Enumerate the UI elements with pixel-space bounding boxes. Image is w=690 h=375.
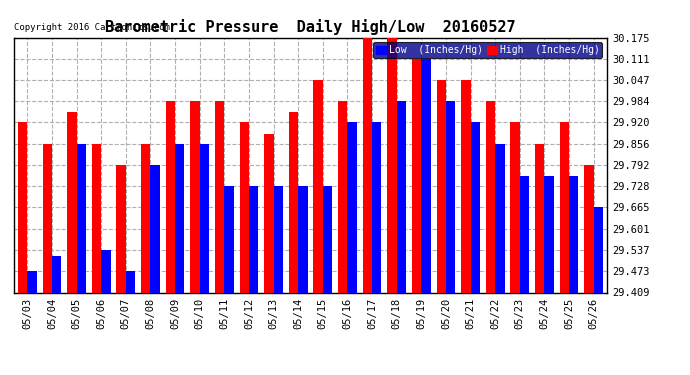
Bar <box>535 144 544 292</box>
Bar <box>67 112 77 292</box>
Bar <box>215 101 224 292</box>
Bar <box>520 176 529 292</box>
Legend: Low  (Inches/Hg), High  (Inches/Hg): Low (Inches/Hg), High (Inches/Hg) <box>373 42 602 58</box>
Title: Barometric Pressure  Daily High/Low  20160527: Barometric Pressure Daily High/Low 20160… <box>105 19 516 35</box>
Bar <box>264 134 273 292</box>
Bar <box>397 101 406 292</box>
Bar <box>348 122 357 292</box>
Bar <box>18 122 28 292</box>
Bar <box>175 144 184 292</box>
Bar <box>52 255 61 292</box>
Bar <box>363 38 372 292</box>
Bar <box>126 271 135 292</box>
Bar <box>387 38 397 292</box>
Bar <box>495 144 504 292</box>
Bar <box>544 176 554 292</box>
Bar <box>471 122 480 292</box>
Bar <box>43 144 52 292</box>
Bar <box>569 176 578 292</box>
Bar <box>446 101 455 292</box>
Bar <box>372 122 382 292</box>
Bar <box>249 186 258 292</box>
Bar <box>273 186 283 292</box>
Bar <box>101 250 110 292</box>
Bar <box>511 122 520 292</box>
Bar <box>199 144 209 292</box>
Bar <box>289 112 298 292</box>
Bar <box>584 165 593 292</box>
Bar <box>298 186 308 292</box>
Bar <box>28 271 37 292</box>
Bar <box>461 80 471 292</box>
Bar <box>437 80 446 292</box>
Bar <box>593 207 603 292</box>
Bar <box>560 122 569 292</box>
Bar <box>338 101 348 292</box>
Bar <box>150 165 160 292</box>
Text: Copyright 2016 Cartronics.com: Copyright 2016 Cartronics.com <box>14 23 170 32</box>
Bar <box>412 59 422 292</box>
Bar <box>323 186 332 292</box>
Bar <box>117 165 126 292</box>
Bar <box>77 144 86 292</box>
Bar <box>422 59 431 292</box>
Bar <box>313 80 323 292</box>
Bar <box>239 122 249 292</box>
Bar <box>166 101 175 292</box>
Bar <box>92 144 101 292</box>
Bar <box>486 101 495 292</box>
Bar <box>141 144 150 292</box>
Bar <box>190 101 199 292</box>
Bar <box>224 186 234 292</box>
